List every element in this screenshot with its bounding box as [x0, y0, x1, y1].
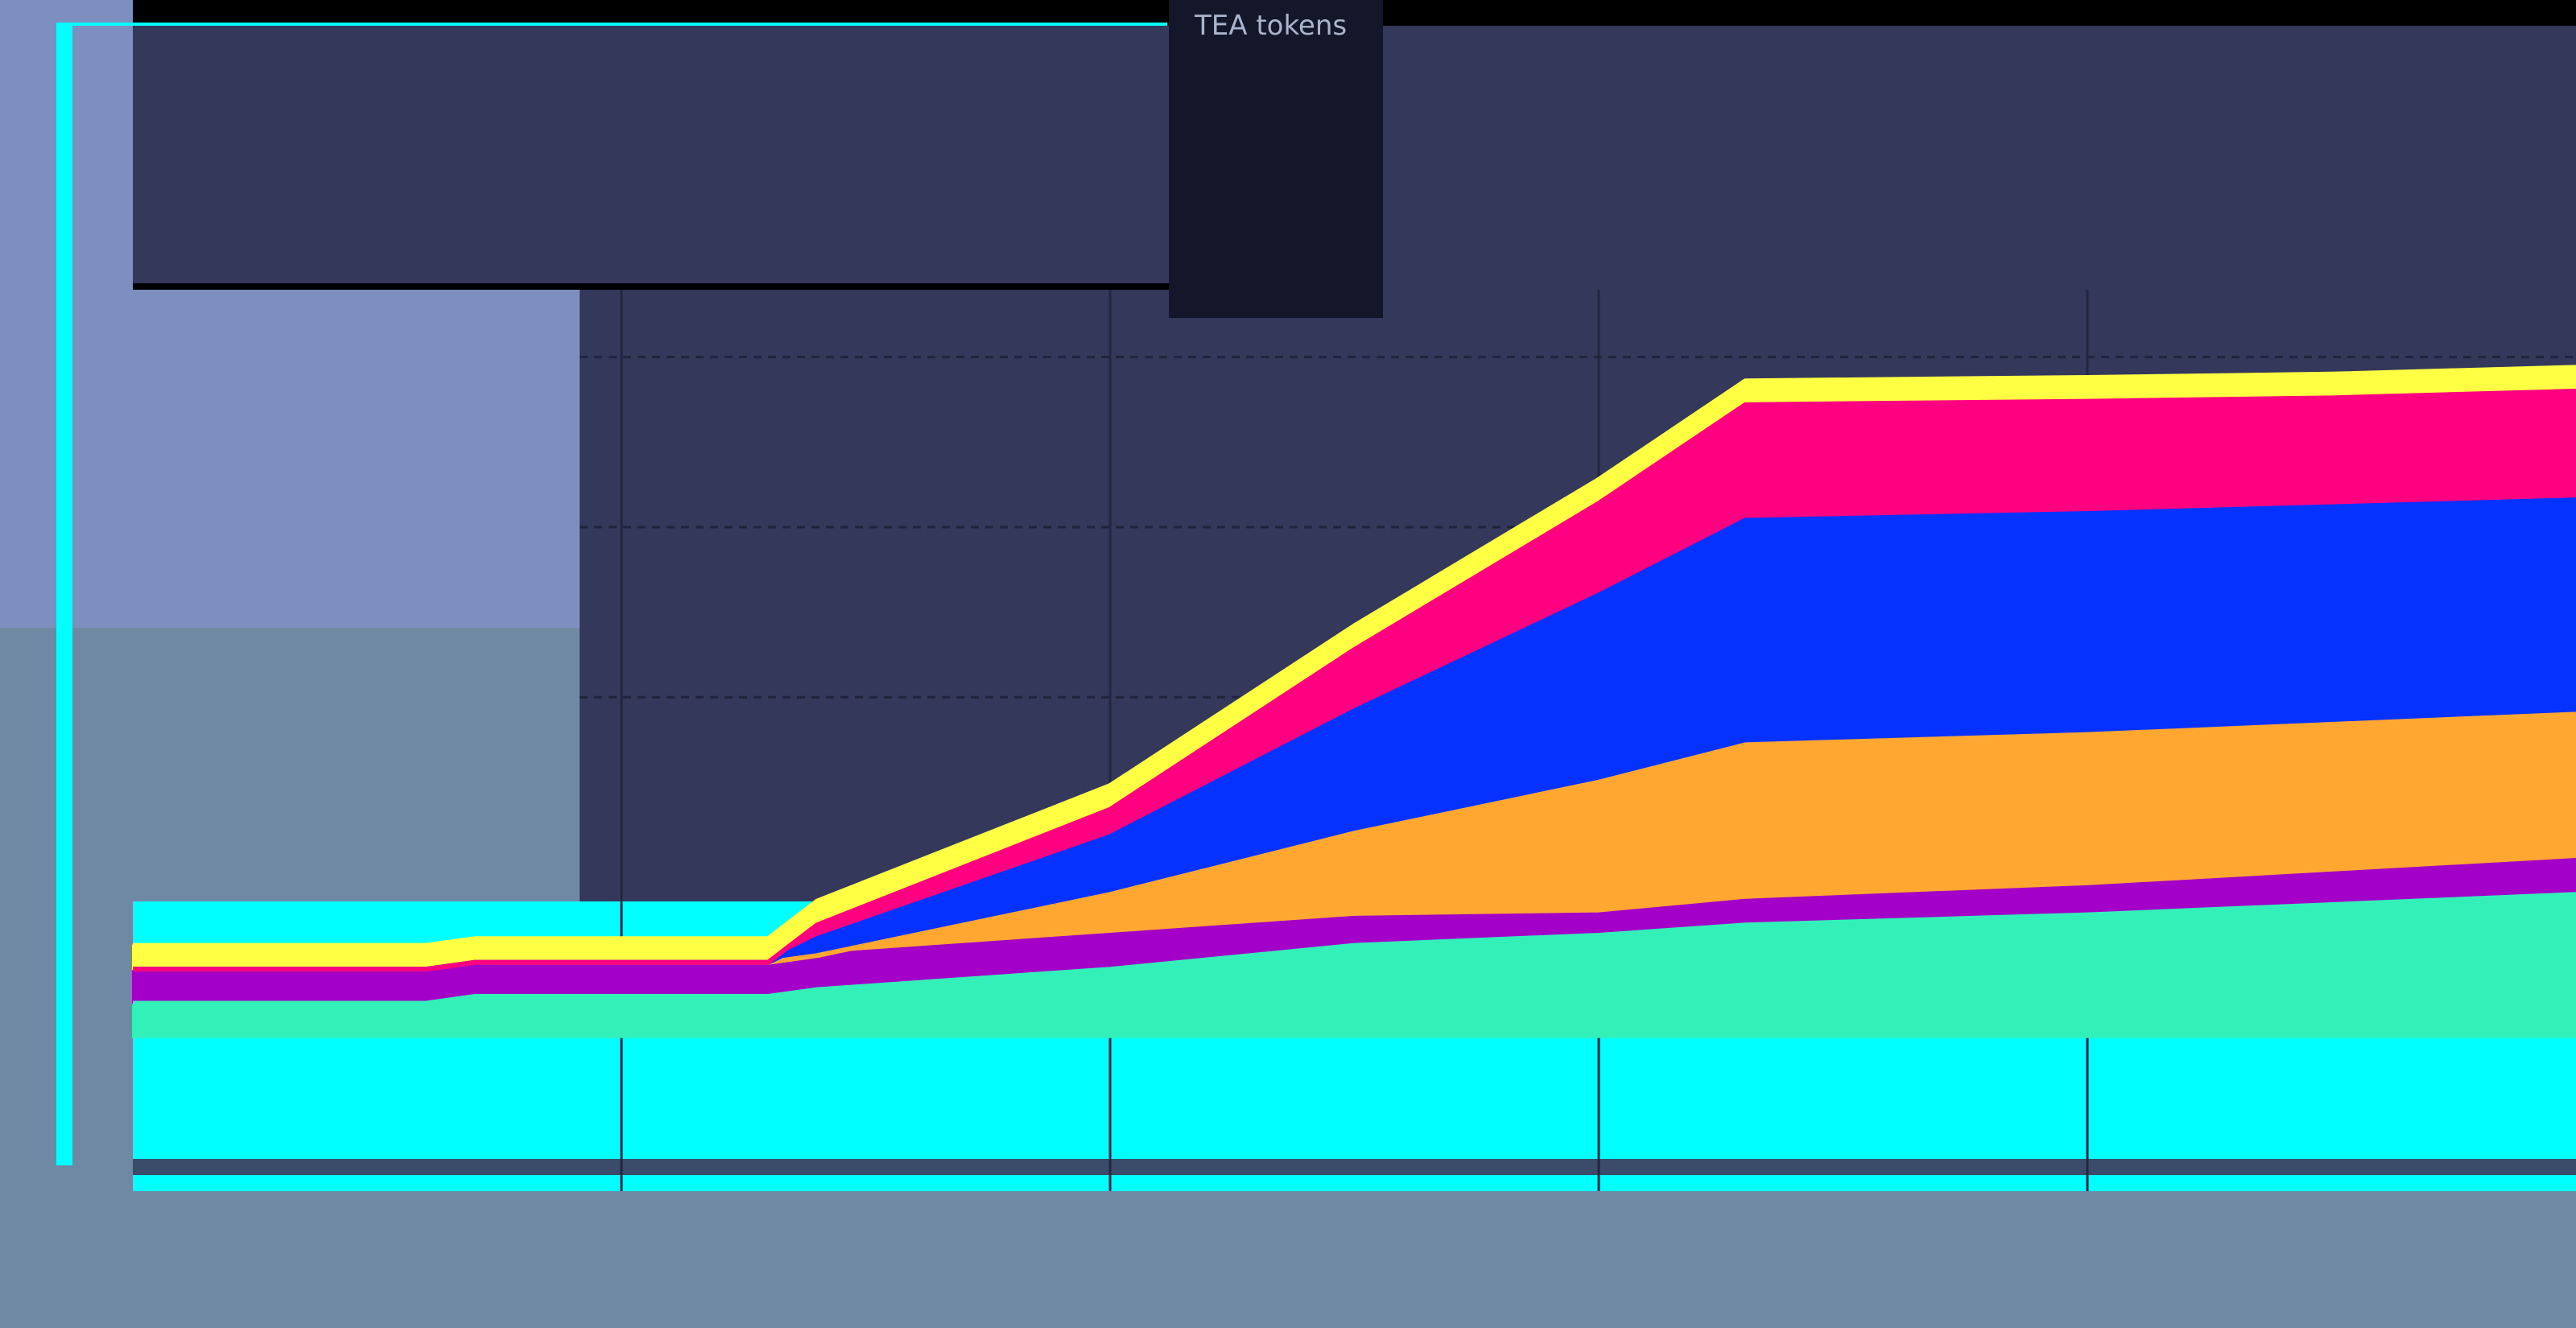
y-axis-accent [56, 23, 72, 1165]
legend-title: TEA tokens [1195, 10, 1348, 42]
plot-area-right [1383, 26, 2576, 291]
legend: TEA tokens [1169, 0, 1383, 318]
x-axis-band [0, 1175, 2576, 1328]
chart-series-lines [133, 365, 2576, 1006]
line-series-6 [133, 365, 2576, 948]
top-accent-line [72, 23, 1167, 26]
left-panel-band-lower [133, 628, 580, 901]
x-axis-line [133, 1159, 2576, 1175]
line-series-5 [133, 388, 2576, 972]
line-series-1 [133, 892, 2576, 1006]
chart-areas [132, 366, 2576, 1038]
left-panel-band [133, 290, 580, 628]
